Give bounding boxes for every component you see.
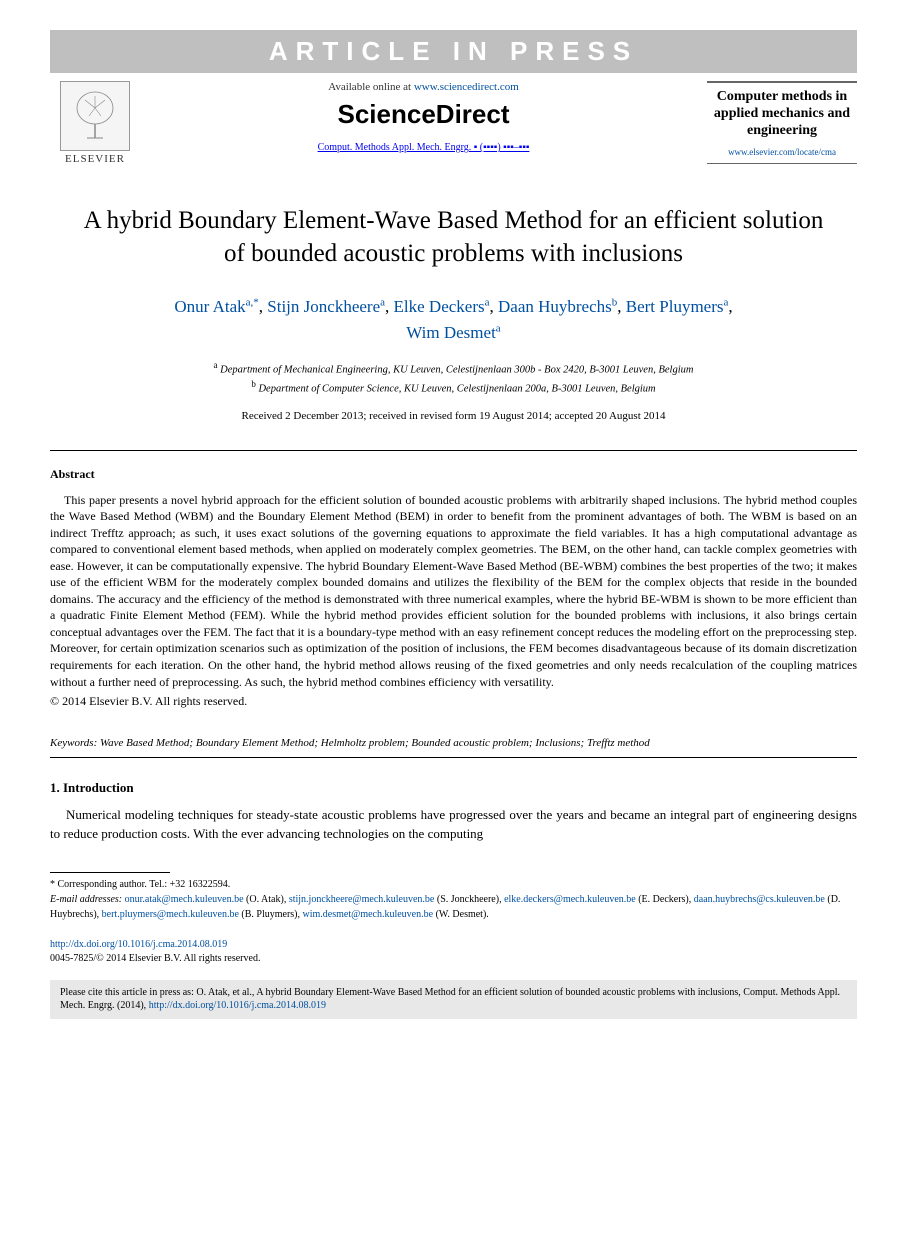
email-link[interactable]: wim.desmet@mech.kuleuven.be: [303, 909, 434, 920]
affiliation: b Department of Computer Science, KU Leu…: [50, 378, 857, 397]
affiliation: a Department of Mechanical Engineering, …: [50, 359, 857, 378]
email-who: (B. Pluymers): [241, 909, 297, 920]
elsevier-label: ELSEVIER: [65, 153, 125, 165]
header-row: ELSEVIER Available online at www.science…: [50, 81, 857, 165]
page: ARTICLE IN PRESS ELSEVIER Available onli…: [0, 0, 907, 1039]
email-who: (W. Desmet).: [436, 909, 489, 920]
abstract-heading: Abstract: [50, 467, 857, 482]
keywords-line: Keywords: Wave Based Method; Boundary El…: [50, 737, 857, 749]
author-sup: a: [496, 322, 501, 334]
sciencedirect-brand: ScienceDirect: [160, 99, 687, 130]
author-link[interactable]: Wim Desmet: [406, 323, 496, 342]
cite-doi-link[interactable]: http://dx.doi.org/10.1016/j.cma.2014.08.…: [149, 1000, 326, 1011]
available-online: Available online at www.sciencedirect.co…: [160, 81, 687, 93]
abstract-copyright: © 2014 Elsevier B.V. All rights reserved…: [50, 694, 857, 709]
elsevier-logo: ELSEVIER: [50, 81, 140, 165]
author-link[interactable]: Onur Atak: [174, 297, 245, 316]
journal-box: Computer methods in applied mechanics an…: [707, 81, 857, 164]
intro-paragraph: Numerical modeling techniques for steady…: [50, 806, 857, 844]
email-who: (O. Atak): [246, 894, 284, 905]
author-link[interactable]: Elke Deckers: [394, 297, 485, 316]
email-label: E-mail addresses:: [50, 894, 122, 905]
citation-box: Please cite this article in press as: O.…: [50, 980, 857, 1019]
author-sup: a: [485, 296, 490, 308]
footnotes: * Corresponding author. Tel.: +32 163225…: [50, 877, 857, 922]
author-link[interactable]: Daan Huybrechs: [498, 297, 612, 316]
email-who: (S. Jonckheere): [437, 894, 499, 905]
journal-name: Computer methods in applied mechanics an…: [711, 89, 853, 139]
divider: [50, 757, 857, 758]
article-title: A hybrid Boundary Element-Wave Based Met…: [80, 205, 827, 270]
corresponding-author: * Corresponding author. Tel.: +32 163225…: [50, 877, 857, 892]
journal-homepage-link[interactable]: www.elsevier.com/locate/cma: [711, 147, 853, 157]
journal-ref-link[interactable]: Comput. Methods Appl. Mech. Engrg. ▪ (▪▪…: [318, 142, 530, 153]
email-link[interactable]: onur.atak@mech.kuleuven.be: [125, 894, 244, 905]
keywords-text: Wave Based Method; Boundary Element Meth…: [100, 737, 650, 749]
affiliation-sup: b: [251, 379, 256, 389]
article-in-press-banner: ARTICLE IN PRESS: [50, 30, 857, 73]
elsevier-tree-icon: [60, 81, 130, 151]
affiliation-text: Department of Computer Science, KU Leuve…: [258, 384, 655, 395]
keywords-label: Keywords:: [50, 737, 97, 749]
abstract-text: This paper presents a novel hybrid appro…: [50, 492, 857, 691]
author-sup: a,*: [246, 296, 259, 308]
email-link[interactable]: daan.huybrechs@cs.kuleuven.be: [694, 894, 825, 905]
affiliations: a Department of Mechanical Engineering, …: [50, 359, 857, 398]
doi-link[interactable]: http://dx.doi.org/10.1016/j.cma.2014.08.…: [50, 939, 227, 950]
center-header: Available online at www.sciencedirect.co…: [140, 81, 707, 153]
issn-copyright: 0045-7825/© 2014 Elsevier B.V. All right…: [50, 953, 260, 964]
section-heading-intro: 1. Introduction: [50, 780, 857, 796]
sciencedirect-url[interactable]: www.sciencedirect.com: [414, 81, 519, 93]
author-link[interactable]: Stijn Jonckheere: [267, 297, 380, 316]
divider: [50, 450, 857, 451]
available-prefix: Available online at: [328, 81, 414, 93]
author-sup: a: [724, 296, 729, 308]
author-sup: a: [380, 296, 385, 308]
authors-line: Onur Ataka,*, Stijn Jonckheerea, Elke De…: [50, 294, 857, 345]
footnote-divider: [50, 872, 170, 873]
email-link[interactable]: stijn.jonckheere@mech.kuleuven.be: [289, 894, 435, 905]
email-who: (E. Deckers): [638, 894, 689, 905]
email-addresses: E-mail addresses: onur.atak@mech.kuleuve…: [50, 892, 857, 922]
author-sup: b: [612, 296, 618, 308]
affiliation-sup: a: [214, 360, 218, 370]
affiliation-text: Department of Mechanical Engineering, KU…: [220, 365, 693, 376]
email-link[interactable]: bert.pluymers@mech.kuleuven.be: [102, 909, 239, 920]
doi-block: http://dx.doi.org/10.1016/j.cma.2014.08.…: [50, 938, 857, 966]
author-link[interactable]: Bert Pluymers: [626, 297, 724, 316]
journal-reference: Comput. Methods Appl. Mech. Engrg. ▪ (▪▪…: [160, 142, 687, 153]
article-dates: Received 2 December 2013; received in re…: [50, 410, 857, 422]
email-link[interactable]: elke.deckers@mech.kuleuven.be: [504, 894, 636, 905]
